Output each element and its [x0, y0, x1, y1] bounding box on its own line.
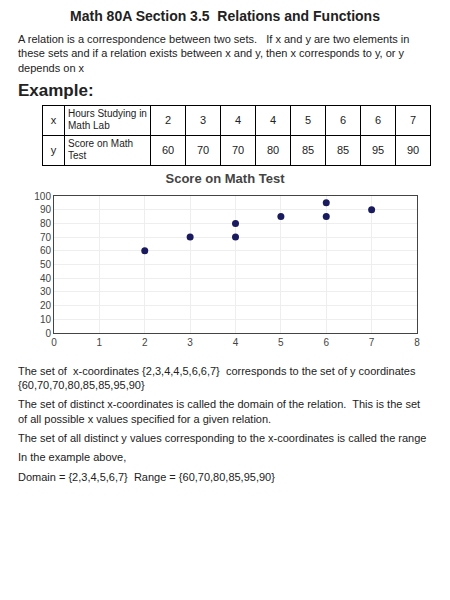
html-text:In the example above,: In the example above, — [18, 451, 127, 464]
html-text:7: 7 — [409, 114, 417, 127]
html-text:x: x — [50, 114, 57, 127]
svg-text:4: 4 — [233, 337, 239, 348]
html-text:Example:: Example: — [18, 80, 94, 100]
svg-text:80: 80 — [40, 218, 52, 229]
html-text:60: 60 — [161, 144, 175, 157]
svg-text:20: 20 — [40, 300, 52, 311]
html-text:6: 6 — [339, 114, 347, 127]
svg-text:40: 40 — [40, 273, 52, 284]
html-text:95: 95 — [371, 144, 385, 157]
html-text:85: 85 — [301, 144, 315, 157]
html-text:70: 70 — [196, 144, 210, 157]
html-text:The set of distinct x-coordina: The set of distinct x-coordinates is cal… — [18, 398, 424, 425]
html-text:Domain = {2,3,4,5,6,7} Range =: Domain = {2,3,4,5,6,7} Range = {60,70,80… — [18, 470, 275, 483]
html-text:Score on Math Test: Score on Math Test — [68, 137, 136, 162]
svg-text:8: 8 — [414, 337, 420, 348]
svg-text:50: 50 — [40, 259, 52, 270]
html-text:The set of x-coordinates {2,3,: The set of x-coordinates {2,3,4,4,5,6,6,… — [18, 364, 416, 392]
svg-text:6: 6 — [323, 337, 329, 348]
svg-text:2: 2 — [142, 337, 148, 348]
svg-text:0: 0 — [51, 337, 57, 348]
svg-text:7: 7 — [369, 337, 375, 348]
svg-text:30: 30 — [40, 286, 52, 297]
svg-text:3: 3 — [187, 337, 193, 348]
html-text:70: 70 — [231, 144, 245, 157]
html-text:80: 80 — [266, 144, 280, 157]
html-text:6: 6 — [374, 114, 382, 127]
html-text:The set of all distinct y valu: The set of all distinct y values corresp… — [18, 432, 427, 445]
html-text:y: y — [50, 144, 57, 157]
svg-text:70: 70 — [40, 231, 52, 242]
html-text:A relation is a correspondence: A relation is a correspondence between t… — [18, 33, 413, 74]
html-text:3: 3 — [199, 114, 207, 127]
html-text:5: 5 — [304, 114, 312, 127]
html-text:Hours Studying in Math Lab: Hours Studying in Math Lab — [68, 107, 147, 132]
html-text:90: 90 — [406, 144, 420, 157]
html-text:4: 4 — [269, 114, 277, 127]
svg-text:Score on Math Test: Score on Math Test — [166, 171, 286, 186]
svg-text:90: 90 — [40, 204, 52, 215]
html-text:4: 4 — [234, 114, 242, 127]
svg-text:100: 100 — [34, 190, 51, 201]
svg-text:60: 60 — [40, 245, 52, 256]
svg-text:1: 1 — [97, 337, 103, 348]
html-text:85: 85 — [336, 144, 350, 157]
html-text:2: 2 — [164, 114, 172, 127]
svg-text:0: 0 — [45, 327, 51, 338]
html-text:Math 80A Section 3.5 Relations: Math 80A Section 3.5 Relations and Funct… — [70, 8, 380, 24]
svg-text:5: 5 — [278, 337, 284, 348]
svg-text:10: 10 — [40, 314, 52, 325]
